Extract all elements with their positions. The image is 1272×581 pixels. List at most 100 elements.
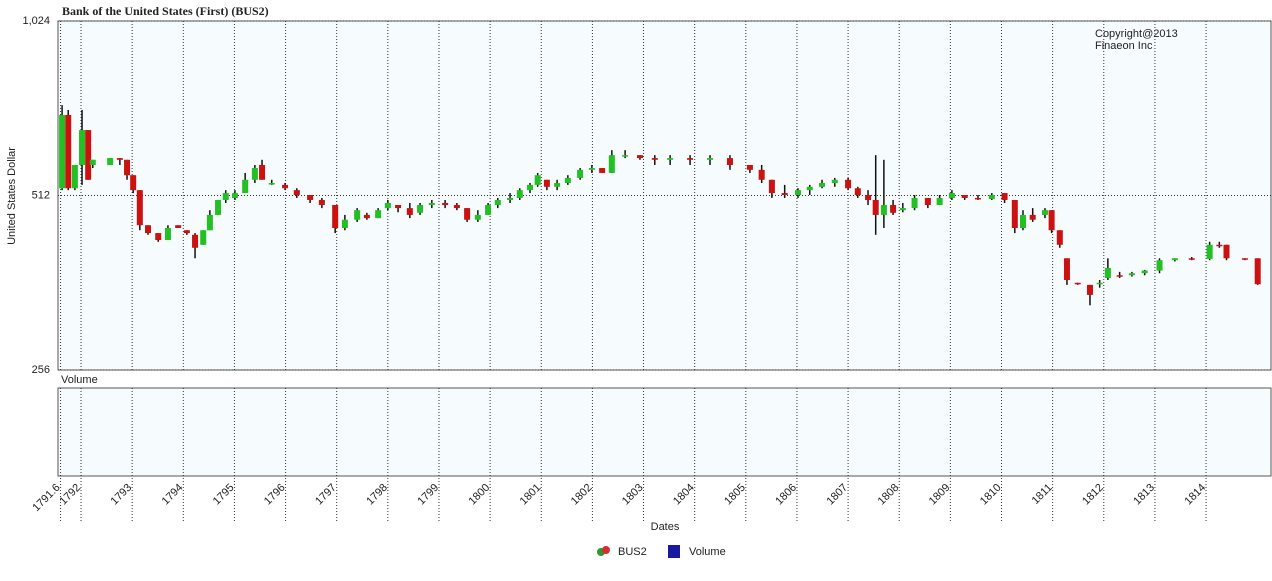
x-tick-label: 1793 xyxy=(109,482,135,508)
candle-body xyxy=(354,210,361,220)
candle-body xyxy=(872,199,879,215)
candle-body xyxy=(183,230,190,234)
candle-body xyxy=(1001,193,1008,200)
candle-body xyxy=(79,130,86,165)
candle-body xyxy=(948,193,955,198)
x-tick-label: 1798 xyxy=(364,482,390,508)
candle-body xyxy=(768,179,775,194)
candle-body xyxy=(819,183,826,187)
candle-body xyxy=(124,159,131,176)
x-tick-label: 1794 xyxy=(160,482,186,508)
y-tick-label: 1,024 xyxy=(22,15,50,27)
candle-body xyxy=(231,193,238,198)
candle-body xyxy=(899,208,906,211)
candle-body xyxy=(107,158,114,165)
x-tick-label: 1812 xyxy=(1080,482,1106,508)
candle-body xyxy=(746,164,753,170)
candle-body xyxy=(1011,199,1018,228)
candle-body xyxy=(608,155,615,173)
candle-body xyxy=(464,208,471,220)
y-tick-label: 256 xyxy=(32,364,50,376)
candle-body xyxy=(1041,210,1048,215)
candle-body xyxy=(406,208,413,215)
candle-body xyxy=(215,199,222,215)
candle-body xyxy=(865,195,872,200)
candle-body xyxy=(1116,275,1123,277)
annotation: Copyright@2013 xyxy=(1095,28,1178,40)
y-axis-label: United States Dollar xyxy=(6,147,18,245)
candle-body xyxy=(85,130,92,180)
candle-body xyxy=(1074,282,1081,285)
candle-body xyxy=(375,210,382,219)
candle-body xyxy=(65,114,72,189)
candle-body xyxy=(543,179,550,187)
candle-body xyxy=(1096,282,1103,285)
candle-body xyxy=(200,230,207,245)
candle-body xyxy=(845,179,852,189)
candle-body xyxy=(1104,267,1111,278)
candle-body xyxy=(758,169,765,180)
candle-body xyxy=(164,227,171,241)
candle-body xyxy=(1086,284,1093,295)
candle-body xyxy=(1063,258,1070,281)
candle-body xyxy=(1254,258,1261,285)
candle-body xyxy=(924,197,931,206)
x-tick-label: 1808 xyxy=(876,482,902,508)
candle-body xyxy=(1029,214,1036,220)
candle-body xyxy=(622,155,629,157)
candle-body xyxy=(155,233,162,241)
x-tick-label: 1811 xyxy=(1030,482,1055,507)
legend: BUS2 Volume xyxy=(597,545,726,558)
candle-body xyxy=(707,158,714,160)
candle-body xyxy=(71,164,78,189)
x-tick-label: 1800 xyxy=(466,482,492,508)
x-tick-label: 1809 xyxy=(927,482,953,508)
candle-body xyxy=(936,197,943,206)
candle-body xyxy=(251,168,258,180)
y-tick-label: 512 xyxy=(32,189,50,201)
candle-body xyxy=(417,205,424,213)
x-tick-label: 1814 xyxy=(1182,482,1208,508)
candle-body xyxy=(1056,230,1063,245)
candle-body xyxy=(332,205,339,228)
volume-label: Volume xyxy=(61,374,98,386)
candle-body xyxy=(1141,270,1148,274)
candle-body xyxy=(636,155,643,159)
candle-body xyxy=(485,205,492,215)
candle-body xyxy=(564,177,571,184)
candle-body xyxy=(961,195,968,198)
candle-body xyxy=(453,205,460,209)
candle-body xyxy=(282,184,289,189)
candle-body xyxy=(59,114,66,189)
candle-body xyxy=(341,219,348,228)
candle-body xyxy=(1206,244,1213,259)
candle-body xyxy=(831,179,838,184)
candle-body xyxy=(516,190,523,198)
candle-body xyxy=(206,214,213,231)
candle-body xyxy=(588,168,595,170)
candle-body xyxy=(687,158,694,160)
candle-body xyxy=(136,190,143,226)
candle-body xyxy=(854,188,861,196)
candle-body xyxy=(318,199,325,206)
x-tick-label: 1813 xyxy=(1131,482,1157,508)
x-tick-label: 1810 xyxy=(978,482,1004,508)
candle-body xyxy=(890,205,897,213)
candle-body xyxy=(1171,258,1178,261)
candle-body xyxy=(1188,258,1195,260)
candle-body xyxy=(507,197,514,200)
candle-body xyxy=(781,193,788,196)
legend-label[interactable]: BUS2 xyxy=(618,546,647,558)
candle-body xyxy=(89,159,96,165)
legend-swatch xyxy=(668,545,680,558)
x-tick-label: 1796 xyxy=(262,482,288,508)
chart-title: Bank of the United States (First) (BUS2) xyxy=(62,4,269,18)
candle-body xyxy=(599,168,606,173)
legend-label[interactable]: Volume xyxy=(689,546,726,558)
candle-body xyxy=(726,158,733,165)
x-tick-label: 1806 xyxy=(773,482,799,508)
candle-body xyxy=(974,197,981,200)
x-tick-label: 1795 xyxy=(211,482,237,508)
candle-body xyxy=(554,183,561,187)
